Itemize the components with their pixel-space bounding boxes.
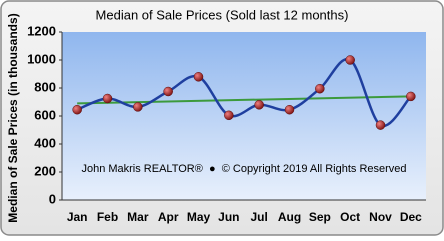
x-tick-label: Mar bbox=[127, 210, 149, 224]
y-tick-label: 800 bbox=[34, 79, 56, 94]
chart: Median of Sale Prices (Sold last 12 mont… bbox=[0, 0, 444, 236]
trend-line bbox=[77, 95, 411, 105]
chart-title: Median of Sale Prices (Sold last 12 mont… bbox=[96, 7, 349, 22]
data-point bbox=[254, 100, 264, 110]
annotation: John Makris REALTOR® ● © Copyright 2019 … bbox=[81, 163, 406, 175]
y-tick-label: 200 bbox=[34, 163, 56, 178]
data-point bbox=[163, 86, 173, 97]
data-point bbox=[133, 102, 143, 112]
y-tick-label: 0 bbox=[49, 191, 56, 206]
x-tick-label: Aug bbox=[278, 210, 301, 224]
data-point bbox=[375, 120, 386, 130]
x-tick-label: Jun bbox=[218, 210, 239, 224]
x-tick-label: Apr bbox=[158, 210, 179, 224]
data-point bbox=[345, 55, 355, 65]
data-point bbox=[406, 91, 416, 102]
x-tick-label: May bbox=[187, 210, 211, 224]
y-tick-label: 1000 bbox=[27, 51, 56, 66]
data-point bbox=[193, 72, 204, 82]
x-tick-label: Nov bbox=[369, 210, 392, 224]
data-point bbox=[224, 110, 234, 121]
data-point bbox=[315, 83, 325, 94]
data-point bbox=[102, 93, 113, 104]
data-point bbox=[72, 104, 82, 115]
page: {"chart_data": {"type": "line", "title":… bbox=[0, 0, 444, 236]
x-tick-label: Jul bbox=[250, 210, 267, 224]
x-tick-label: Sep bbox=[309, 210, 331, 224]
x-tick-label: Dec bbox=[400, 210, 422, 224]
x-tick-label: Feb bbox=[97, 210, 118, 224]
y-axis-label: Median of Sale Prices (in thousands) bbox=[6, 13, 20, 222]
data-point bbox=[284, 104, 295, 115]
y-tick-label: 600 bbox=[34, 107, 56, 122]
plot-area bbox=[62, 32, 426, 200]
x-tick-label: Oct bbox=[340, 210, 360, 224]
y-tick-label: 400 bbox=[34, 135, 56, 150]
y-tick-label: 1200 bbox=[27, 23, 56, 38]
x-tick-label: Jan bbox=[67, 210, 88, 224]
